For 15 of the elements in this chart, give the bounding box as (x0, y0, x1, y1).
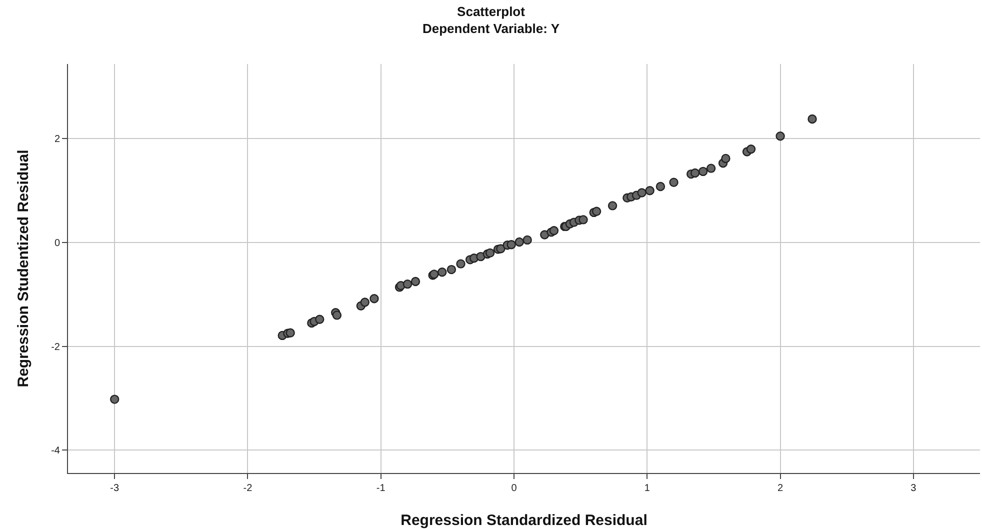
y-tick-label: -4 (51, 446, 60, 457)
x-tick-label: -2 (243, 483, 253, 494)
y-tick-label: 2 (54, 134, 60, 146)
x-tick-label: -3 (110, 483, 120, 494)
x-tick-label: 3 (910, 483, 917, 494)
y-tick-label: -2 (51, 342, 60, 353)
x-axis-title: Regression Standardized Residual (400, 512, 648, 529)
x-tick-label: 0 (511, 483, 518, 494)
chart-subtitle: Dependent Variable: Y (422, 20, 560, 36)
x-tick-label: -1 (376, 483, 386, 494)
chart-title: Scatterplot (457, 4, 526, 19)
y-tick-label: 0 (54, 238, 60, 250)
y-axis-title: Regression Studentized Residual (15, 150, 32, 388)
x-tick-label: 1 (644, 483, 650, 494)
x-tick-label: 2 (778, 483, 784, 494)
